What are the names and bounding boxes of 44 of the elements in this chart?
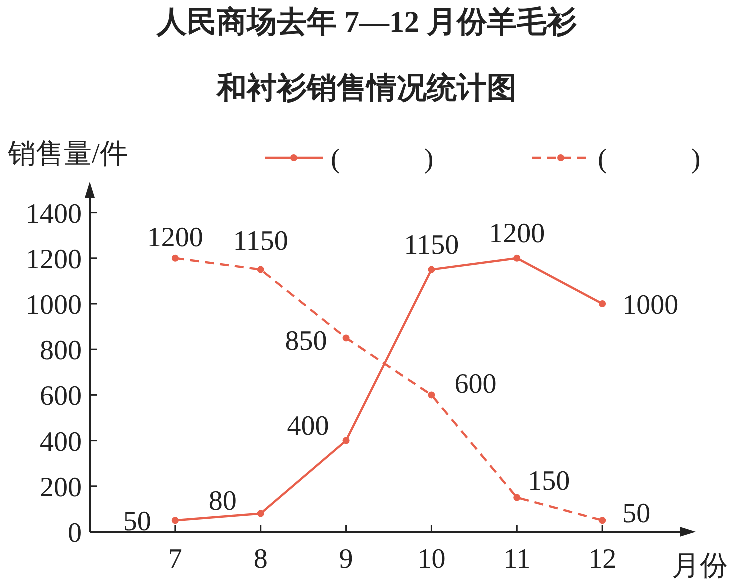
- x-tick-label: 10: [418, 544, 446, 575]
- y-tick-label: 1000: [26, 290, 82, 321]
- data-label: 850: [285, 326, 328, 358]
- y-tick-label: 1400: [26, 198, 82, 230]
- x-axis-title: 月份: [672, 551, 728, 580]
- data-label: 1000: [622, 290, 679, 321]
- data-label: 400: [287, 410, 330, 442]
- y-tick-label: 400: [40, 426, 82, 458]
- data-label: 1200: [147, 222, 204, 254]
- point: [257, 266, 264, 274]
- point: [599, 517, 606, 524]
- point: [428, 266, 436, 274]
- y-tick-label: 1200: [26, 244, 82, 276]
- point: [428, 392, 436, 399]
- data-label: 1150: [233, 226, 288, 257]
- x-tick-label: 7: [168, 544, 182, 575]
- point: [599, 300, 606, 308]
- point: [257, 510, 264, 518]
- y-tick-label: 0: [68, 518, 82, 549]
- y-tick-label: 200: [40, 472, 82, 504]
- data-label: 150: [528, 466, 570, 497]
- legend-label: ( ): [598, 144, 701, 175]
- point: [172, 254, 179, 262]
- point: [172, 517, 179, 524]
- point: [342, 437, 350, 444]
- data-label: 50: [123, 506, 152, 538]
- y-axis-title: 销售量/件: [7, 139, 128, 170]
- data-label: 80: [208, 486, 237, 517]
- y-tick-label: 800: [40, 336, 82, 367]
- data-label: 1150: [404, 230, 460, 261]
- x-tick-label: 12: [588, 544, 617, 575]
- point: [514, 254, 521, 262]
- legend-label: ( ): [331, 144, 434, 175]
- point: [514, 494, 521, 502]
- data-label: 50: [622, 498, 651, 530]
- point: [342, 334, 350, 342]
- x-tick-label: 9: [339, 544, 354, 575]
- x-tick-label: 8: [254, 544, 268, 575]
- x-tick-label: 11: [504, 544, 531, 575]
- chart-title: 人民商场去年 7—12 月份羊毛衫: [156, 5, 577, 39]
- data-label: 600: [454, 369, 497, 400]
- data-label: 1200: [489, 218, 546, 250]
- chart-subtitle: 和衬衫销售情况统计图: [216, 72, 517, 105]
- y-tick-label: 600: [40, 381, 82, 412]
